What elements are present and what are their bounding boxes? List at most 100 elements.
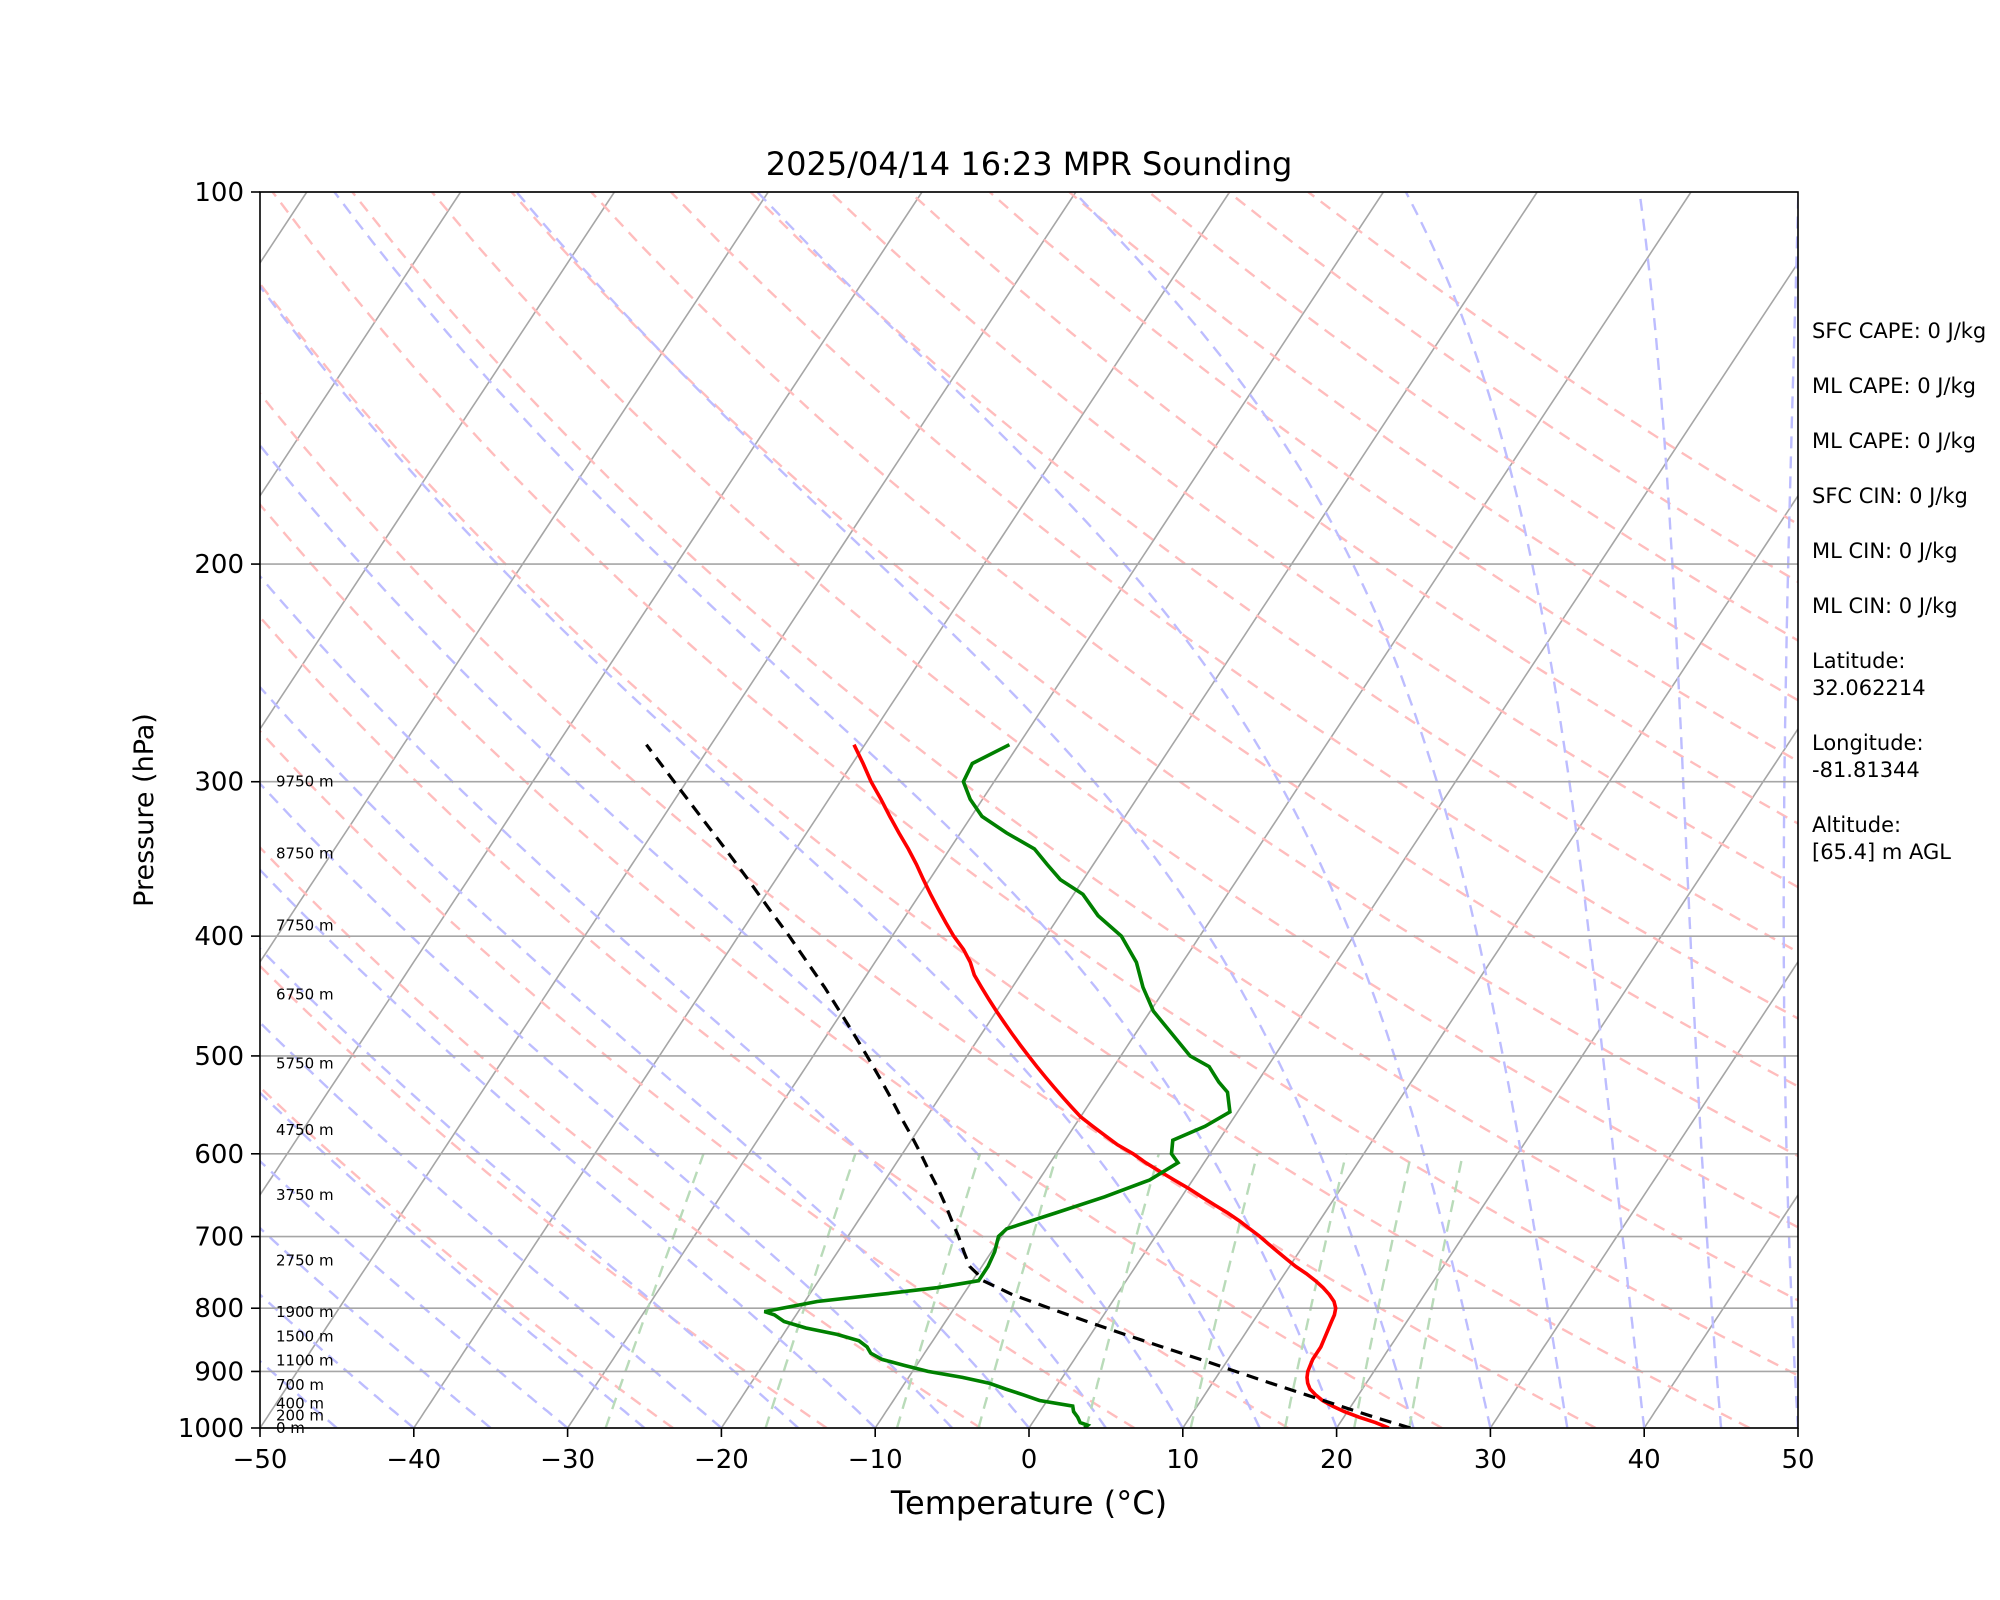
moist-adiabat xyxy=(1638,192,1723,1428)
isotherm xyxy=(1028,261,1798,1428)
mixing-ratio-line xyxy=(604,1153,705,1428)
dry-adiabat xyxy=(260,845,982,1428)
stat-line: Longitude: -81.81344 xyxy=(1812,731,1924,782)
dewpoint-profile-line xyxy=(763,743,1232,1428)
height-label: 6750 m xyxy=(276,986,334,1004)
y-axis-ticks: 100 200 300 400 500 600 700 800 900 1000 xyxy=(178,178,260,1444)
y-tick-label: 300 xyxy=(194,768,244,798)
moist-adiabat xyxy=(1073,192,1569,1428)
mixing-ratio-line xyxy=(1408,1153,1465,1428)
x-tick-label: 0 xyxy=(1021,1445,1038,1475)
x-axis-label: Temperature (°C) xyxy=(890,1484,1167,1522)
dry-adiabat xyxy=(988,192,1798,763)
y-tick-label: 600 xyxy=(194,1140,244,1170)
isotherm xyxy=(1335,727,1798,1428)
moist-adiabat xyxy=(1404,192,1646,1428)
x-tick-label: −40 xyxy=(386,1445,441,1475)
x-tick-label: 10 xyxy=(1166,1445,1199,1475)
y-tick-label: 700 xyxy=(194,1223,244,1253)
y-tick-label: 100 xyxy=(194,178,244,208)
height-label: 200 m xyxy=(276,1407,324,1425)
x-tick-label: 30 xyxy=(1474,1445,1507,1475)
x-tick-label: 40 xyxy=(1628,1445,1661,1475)
isotherm xyxy=(1489,960,1798,1428)
dry-adiabat xyxy=(271,192,1798,1377)
dry-adiabat xyxy=(260,964,828,1428)
stat-line: ML CIN: 0 J/kg xyxy=(1812,539,1958,563)
dry-adiabat xyxy=(260,615,1289,1428)
x-tick-label: 50 xyxy=(1781,1445,1814,1475)
x-axis-ticks: −50 −40 −30 −20 −10 0 10 20 30 40 50 xyxy=(233,1428,1815,1475)
isotherm xyxy=(1643,1193,1798,1428)
sounding-stats-panel: SFC CAPE: 0 J/kg ML CAPE: 0 J/kg ML CAPE: … xyxy=(1812,318,1998,894)
moist-adiabat xyxy=(515,192,1415,1428)
moist-adiabat xyxy=(260,1091,646,1428)
moist-adiabat xyxy=(260,947,800,1428)
moist-adiabat xyxy=(260,443,1184,1428)
series-layer xyxy=(645,743,1411,1428)
x-tick-label: −20 xyxy=(694,1445,749,1475)
x-tick-label: −30 xyxy=(540,1445,595,1475)
mixing-ratio-line xyxy=(1085,1153,1160,1428)
moist-adiabat xyxy=(260,1359,338,1428)
temperature-profile-line xyxy=(852,743,1390,1428)
height-label: 700 m xyxy=(276,1376,324,1394)
dry-adiabat xyxy=(351,192,1798,1302)
moist-adiabat xyxy=(260,868,877,1428)
height-label: 3750 m xyxy=(276,1186,334,1204)
y-tick-label: 200 xyxy=(194,550,244,580)
y-tick-label: 900 xyxy=(194,1357,244,1387)
y-axis-label: Pressure (hPa) xyxy=(129,713,160,907)
y-tick-label: 400 xyxy=(194,922,244,952)
x-tick-label: 20 xyxy=(1320,1445,1353,1475)
y-tick-label: 500 xyxy=(194,1042,244,1072)
height-label: 5750 m xyxy=(276,1054,334,1072)
moist-adiabat xyxy=(260,574,1107,1428)
dry-adiabat xyxy=(260,729,1136,1428)
height-label: 7750 m xyxy=(276,916,334,934)
stat-line: SFC CIN: 0 J/kg xyxy=(1812,484,1968,508)
isotherm xyxy=(260,192,923,1197)
mixing-ratio-line xyxy=(977,1153,1059,1428)
mixing-ratio-line xyxy=(1353,1153,1413,1428)
stat-line: ML CAPE: 0 J/kg xyxy=(1812,429,1977,453)
moist-adiabat xyxy=(260,1020,723,1428)
height-label: 0 m xyxy=(276,1419,305,1437)
height-label: 1500 m xyxy=(276,1327,334,1345)
dry-adiabat xyxy=(260,281,1751,1428)
isotherm xyxy=(260,192,616,731)
height-label: 4750 m xyxy=(276,1121,334,1139)
isotherm xyxy=(413,192,1231,1428)
dry-adiabat xyxy=(510,192,1798,1158)
moist-adiabat xyxy=(260,284,1261,1428)
y-tick-label: 800 xyxy=(194,1294,244,1324)
dry-adiabat xyxy=(430,192,1798,1229)
x-tick-label: −50 xyxy=(233,1445,288,1475)
dry-adiabat xyxy=(749,192,1798,954)
height-label: 400 m xyxy=(276,1394,324,1412)
y-tick-label: 1000 xyxy=(178,1414,244,1444)
moist-adiabat xyxy=(1782,192,1798,1428)
chart-title: 2025/04/14 16:23 MPR Sounding xyxy=(766,145,1293,183)
stat-line: ML CIN: 0 J/kg xyxy=(1812,594,1958,618)
isotherm xyxy=(566,192,1385,1428)
dry-adiabat xyxy=(909,192,1798,825)
isotherm xyxy=(260,192,1077,1428)
stat-line: ML CAPE: 0 J/kg xyxy=(1812,374,1977,398)
dry-adiabat xyxy=(260,502,1443,1428)
dry-adiabat xyxy=(670,192,1798,1020)
stat-line: SFC CAPE: 0 J/kg xyxy=(1812,319,1987,343)
dry-adiabat xyxy=(590,192,1798,1088)
moist-adiabat xyxy=(333,192,1338,1428)
moist-adiabat xyxy=(260,781,953,1428)
height-label: 9750 m xyxy=(276,773,334,791)
height-label: 8750 m xyxy=(276,845,334,863)
isotherm xyxy=(260,192,769,964)
height-label: 2750 m xyxy=(276,1252,334,1270)
x-tick-label: −10 xyxy=(848,1445,903,1475)
stat-line: Latitude: 32.062214 xyxy=(1812,649,1926,700)
dry-adiabat xyxy=(260,391,1597,1428)
stat-line: Altitude: [65.4] m AGL xyxy=(1812,813,1951,864)
